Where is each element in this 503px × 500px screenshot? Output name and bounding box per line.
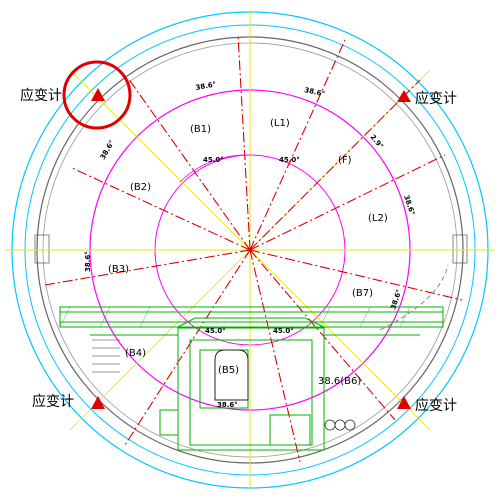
strain-gauge-marker-bottom-right bbox=[397, 396, 411, 409]
strain-gauge-marker-top-left bbox=[91, 88, 105, 101]
angle-inner-3: 45.0° bbox=[205, 327, 226, 335]
segment-f: (F) bbox=[338, 155, 352, 166]
strain-gauge-marker-top-right bbox=[397, 90, 411, 102]
segment-b1: (B1) bbox=[190, 124, 211, 135]
segment-b7: (B7) bbox=[352, 288, 373, 299]
left-stair bbox=[92, 339, 120, 373]
segment-b2: (B2) bbox=[130, 182, 151, 193]
right-curve bbox=[379, 264, 449, 331]
internal-structure bbox=[59, 306, 444, 451]
pipe-2 bbox=[334, 419, 346, 431]
right-pillar bbox=[452, 234, 468, 264]
left-pillar bbox=[34, 234, 50, 264]
center-doorway bbox=[214, 349, 249, 401]
inner-arc-1 bbox=[179, 154, 251, 183]
segment-b3: (B3) bbox=[108, 264, 129, 275]
angle-inner-4: 45.0° bbox=[273, 327, 294, 335]
radial-lines bbox=[44, 34, 463, 463]
slab-hatch bbox=[59, 306, 411, 328]
angle-top-left: 38.6° bbox=[195, 80, 217, 91]
strain-gauge-marker-bottom-left bbox=[91, 396, 105, 409]
sensor-label-bottom-left: 应变计 bbox=[32, 393, 74, 410]
angle-bottom: 38.6° bbox=[217, 401, 238, 409]
pipe-1 bbox=[324, 419, 336, 431]
angle-inner-1: 45.0° bbox=[203, 156, 224, 164]
highlight-circle bbox=[62, 60, 132, 130]
sensor-label-bottom-right: 应变计 bbox=[415, 397, 457, 414]
angle-inner-2: 45.0° bbox=[279, 156, 300, 164]
segment-b6: 38.6(B6) bbox=[318, 376, 361, 387]
sensor-label-top-left: 应变计 bbox=[20, 87, 62, 104]
angle-small: 2.9° bbox=[368, 133, 384, 150]
pipe-3 bbox=[344, 419, 356, 431]
segment-l1: (L1) bbox=[270, 118, 290, 129]
angle-top-right: 38.6° bbox=[304, 86, 326, 98]
angle-left-upper: 38.6° bbox=[99, 139, 116, 161]
segment-b5: (B5) bbox=[218, 365, 239, 376]
segment-b4: (B4) bbox=[125, 348, 146, 359]
segment-l2: (L2) bbox=[368, 213, 388, 224]
sensor-label-top-right: 应变计 bbox=[415, 90, 457, 107]
angle-left-lower: 38.6° bbox=[84, 251, 92, 272]
